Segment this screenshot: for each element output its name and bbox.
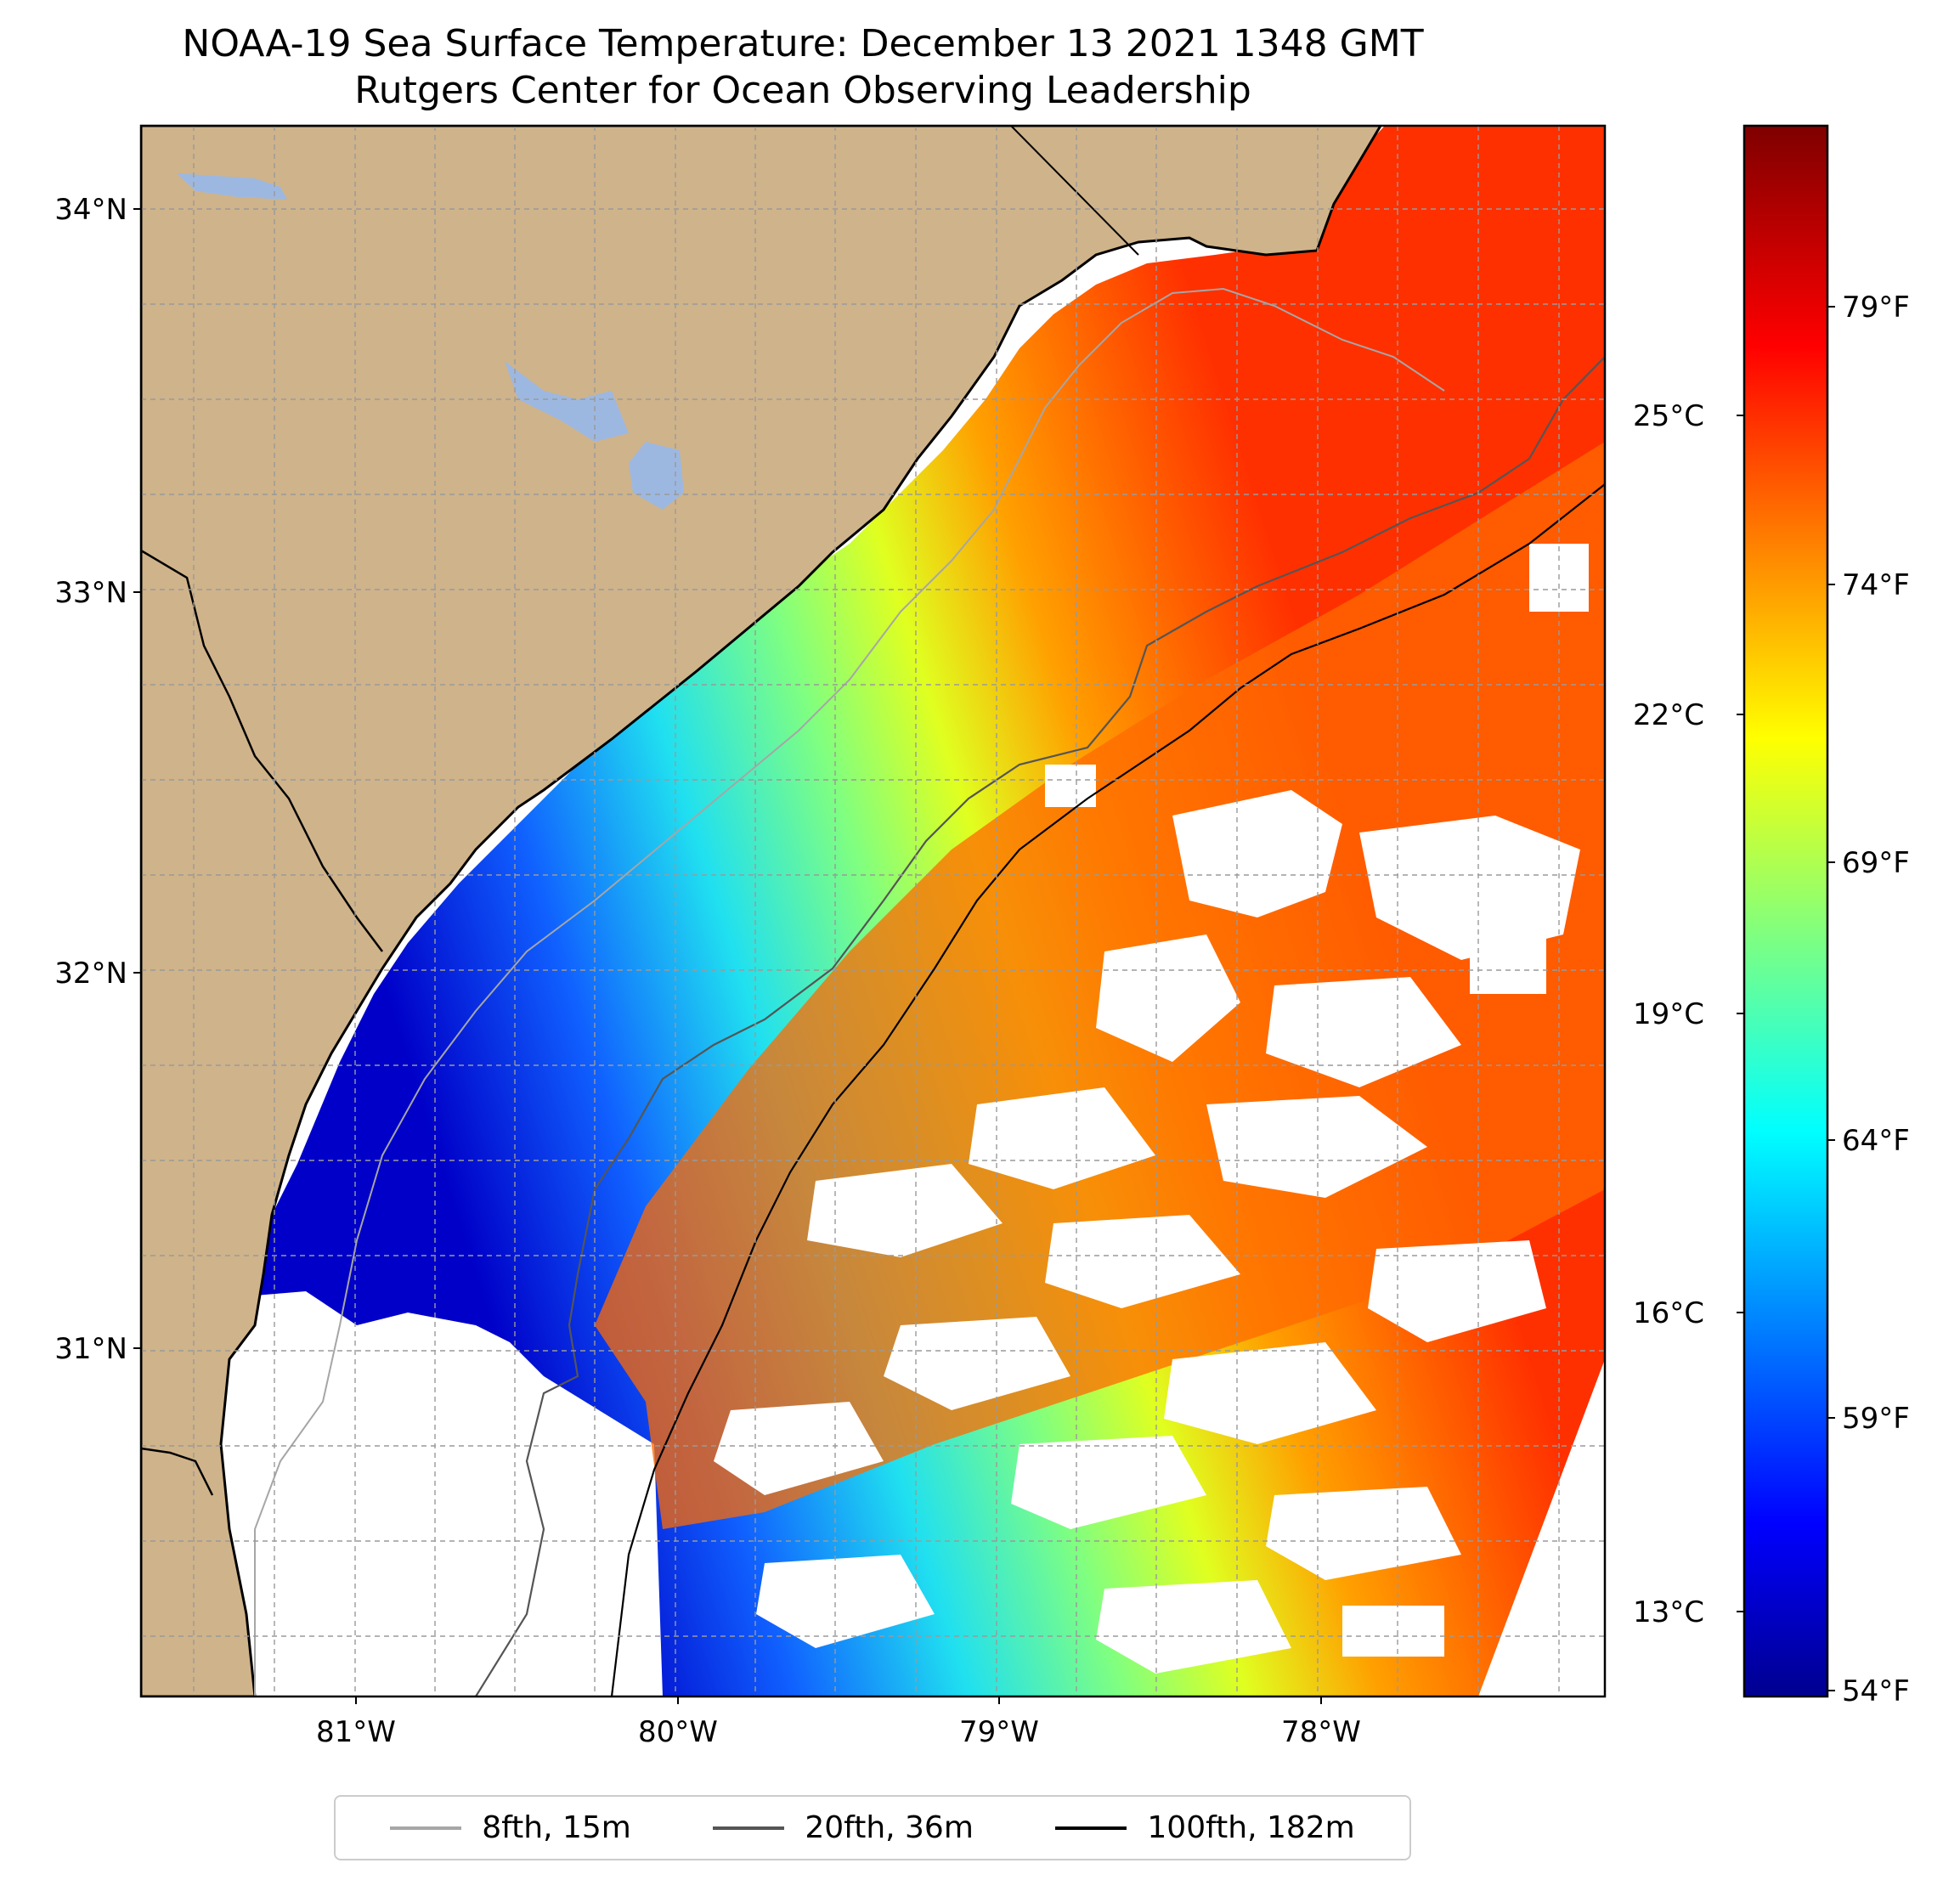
- gulf-stream-warm-water: [595, 442, 1605, 1529]
- colorbar-fahrenheit-label: 79°F: [1842, 291, 1910, 325]
- legend-label: 8fth, 15m: [482, 1810, 631, 1845]
- lake-marion: [505, 361, 629, 442]
- state-border: [141, 549, 383, 952]
- cloud-gaps: [714, 544, 1589, 1674]
- lat-label: 31°N: [54, 1332, 127, 1366]
- lake-moultrie: [629, 442, 684, 510]
- legend-swatch-8fth: [390, 1826, 462, 1830]
- colorbar-celsius-label: 22°C: [1633, 698, 1704, 732]
- legend-swatch-100fth: [1055, 1826, 1127, 1830]
- legend-item-100fth: 100fth, 182m: [1055, 1810, 1355, 1845]
- colorbar-ticks: [1737, 306, 1835, 1691]
- land-mass: [141, 126, 1382, 1697]
- lat-label: 33°N: [54, 576, 127, 610]
- colorbar-celsius-label: 13°C: [1633, 1595, 1704, 1629]
- legend-swatch-20fth: [713, 1826, 785, 1830]
- contour-100fth-182m: [610, 483, 1605, 1697]
- colorbar-celsius-label: 25°C: [1633, 399, 1704, 433]
- contour-legend: 8fth, 15m 20fth, 36m 100fth, 182m: [334, 1795, 1411, 1860]
- state-border-south: [141, 1447, 214, 1496]
- lat-label: 32°N: [54, 957, 127, 991]
- state-border-north: [1010, 126, 1139, 256]
- map-title: NOAA-19 Sea Surface Temperature: Decembe…: [182, 22, 1424, 65]
- graticule: [141, 126, 1605, 1697]
- colorbar-fahrenheit-label: 54°F: [1842, 1674, 1910, 1708]
- map-subtitle: Rutgers Center for Ocean Observing Leade…: [354, 69, 1251, 112]
- legend-item-20fth: 20fth, 36m: [713, 1810, 974, 1845]
- lon-label: 80°W: [638, 1715, 718, 1749]
- legend-item-8fth: 8fth, 15m: [390, 1810, 631, 1845]
- map-ticks: [133, 208, 1322, 1704]
- colorbar: [1743, 124, 1829, 1698]
- lat-label: 34°N: [54, 193, 127, 227]
- lon-label: 78°W: [1281, 1715, 1361, 1749]
- colorbar-fahrenheit-label: 74°F: [1842, 568, 1910, 602]
- contour-20fth-36m: [475, 356, 1605, 1697]
- colorbar-celsius-label: 16°C: [1633, 1296, 1704, 1330]
- map-frame: [139, 124, 1607, 1698]
- colorbar-celsius-label: 19°C: [1633, 997, 1704, 1031]
- legend-label: 100fth, 182m: [1147, 1810, 1355, 1845]
- lon-label: 79°W: [959, 1715, 1039, 1749]
- lon-label: 81°W: [316, 1715, 396, 1749]
- colorbar-fahrenheit-label: 69°F: [1842, 846, 1910, 880]
- colorbar-fahrenheit-label: 64°F: [1842, 1124, 1910, 1158]
- legend-label: 20fth, 36m: [805, 1810, 974, 1845]
- lake-north: [177, 173, 287, 200]
- colorbar-fahrenheit-label: 59°F: [1842, 1402, 1910, 1436]
- contour-8fth-15m: [254, 287, 1445, 1697]
